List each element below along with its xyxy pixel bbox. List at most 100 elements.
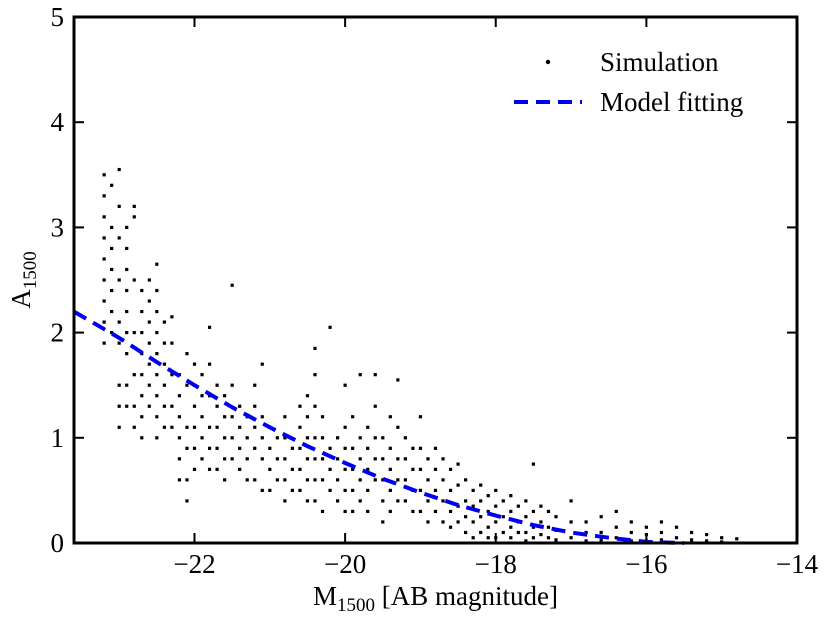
- simulation-point: [117, 425, 121, 429]
- simulation-point: [396, 478, 400, 482]
- simulation-point: [584, 520, 588, 524]
- simulation-point: [358, 499, 362, 503]
- simulation-point: [373, 404, 377, 408]
- simulation-point: [132, 215, 136, 219]
- simulation-point: [448, 488, 453, 492]
- simulation-point: [396, 457, 400, 461]
- simulation-point: [140, 331, 144, 335]
- simulation-point: [448, 467, 453, 471]
- simulation-point: [245, 457, 249, 461]
- simulation-point: [147, 299, 151, 303]
- simulation-point: [320, 436, 325, 440]
- simulation-point: [140, 436, 144, 440]
- simulation-point: [539, 532, 543, 537]
- simulation-point: [471, 504, 475, 508]
- simulation-point: [479, 483, 483, 487]
- simulation-point: [155, 415, 159, 419]
- simulation-point: [479, 515, 483, 519]
- simulation-point: [223, 415, 227, 419]
- simulation-point: [170, 315, 174, 319]
- simulation-point: [192, 446, 197, 450]
- simulation-point: [283, 457, 287, 461]
- simulation-point: [283, 436, 287, 440]
- y-tick-label: 4: [51, 107, 65, 137]
- simulation-point: [305, 415, 310, 419]
- simulation-point: [102, 257, 106, 261]
- simulation-point: [629, 539, 633, 543]
- simulation-point: [223, 394, 227, 398]
- simulation-point: [539, 520, 543, 524]
- simulation-point: [516, 504, 520, 508]
- simulation-point: [328, 325, 332, 329]
- simulation-point: [366, 467, 370, 471]
- simulation-point: [351, 446, 355, 450]
- simulation-point: [132, 204, 136, 208]
- simulation-point: [705, 539, 709, 543]
- simulation-point: [125, 404, 129, 408]
- simulation-point: [260, 488, 264, 492]
- simulation-point: [185, 352, 189, 356]
- simulation-point: [110, 267, 114, 272]
- simulation-point: [162, 425, 166, 429]
- simulation-point: [486, 536, 490, 540]
- simulation-point: [426, 457, 430, 461]
- simulation-point: [207, 446, 212, 450]
- simulation-point: [313, 478, 317, 482]
- simulation-point: [260, 362, 264, 366]
- simulation-point: [313, 373, 317, 377]
- simulation-point: [230, 457, 234, 461]
- simulation-point: [366, 446, 370, 450]
- simulation-point: [177, 436, 182, 440]
- simulation-point: [313, 404, 317, 408]
- simulation-point: [524, 515, 528, 519]
- simulation-point: [110, 183, 114, 187]
- simulation-point: [599, 530, 603, 535]
- simulation-point: [351, 488, 355, 492]
- simulation-point: [177, 457, 182, 461]
- simulation-point: [448, 509, 453, 514]
- simulation-point: [140, 288, 144, 293]
- simulation-point: [253, 383, 257, 387]
- simulation-point: [275, 478, 279, 482]
- simulation-point: [230, 436, 234, 440]
- y-axis-label-main: A: [6, 289, 36, 309]
- simulation-point: [403, 499, 407, 503]
- simulation-point: [388, 446, 392, 450]
- simulation-point: [238, 404, 242, 408]
- simulation-point: [418, 446, 423, 450]
- simulation-point: [200, 394, 204, 398]
- simulation-point: [335, 478, 340, 482]
- simulation-point: [366, 509, 370, 514]
- simulation-point: [207, 425, 212, 429]
- simulation-point: [147, 320, 151, 324]
- simulation-point: [524, 530, 528, 535]
- simulation-point: [185, 446, 189, 450]
- y-axis-label: A1500: [6, 251, 41, 309]
- simulation-point: [238, 425, 242, 429]
- simulation-point: [245, 436, 249, 440]
- simulation-point: [305, 499, 310, 503]
- x-axis-label-rest: [AB magnitude]: [375, 581, 558, 611]
- simulation-point: [689, 530, 694, 535]
- simulation-point: [494, 504, 498, 508]
- simulation-point: [343, 425, 347, 429]
- simulation-point: [177, 478, 182, 482]
- simulation-point: [260, 457, 264, 461]
- simulation-point: [245, 478, 249, 482]
- simulation-point: [207, 325, 212, 329]
- simulation-point: [373, 436, 377, 440]
- simulation-point: [524, 499, 528, 503]
- simulation-point: [464, 515, 468, 519]
- simulation-point: [501, 499, 505, 503]
- simulation-point: [177, 394, 182, 398]
- simulation-point: [388, 415, 392, 419]
- x-tick-label: −14: [776, 549, 819, 579]
- simulation-point: [381, 457, 385, 461]
- simulation-point: [238, 446, 242, 450]
- simulation-point: [441, 478, 445, 482]
- simulation-point: [132, 373, 136, 377]
- legend: Simulation Model fitting: [514, 47, 743, 117]
- simulation-point: [260, 436, 264, 440]
- simulation-point: [554, 515, 558, 519]
- simulation-point: [132, 278, 136, 282]
